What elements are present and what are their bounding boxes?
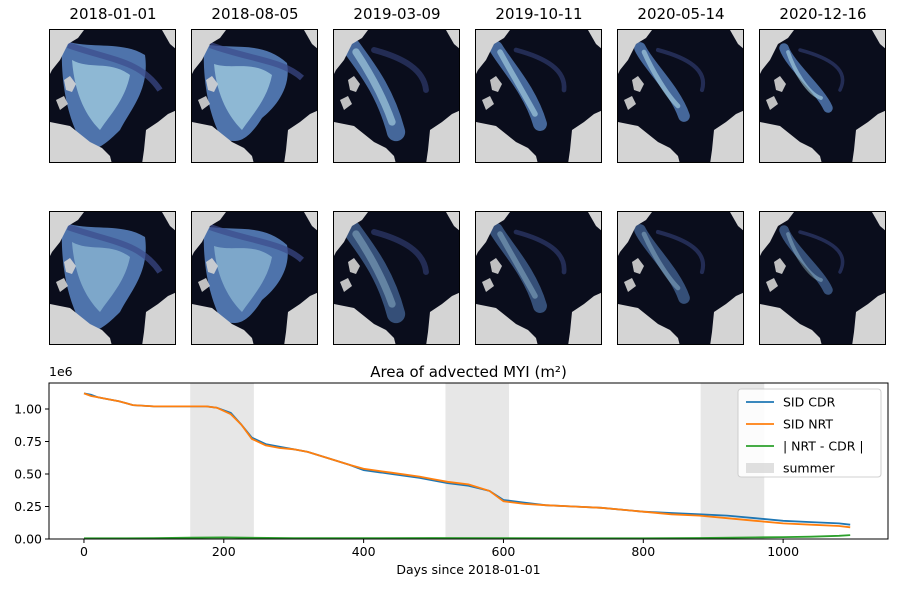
y-tick-label: 0.50 <box>14 467 42 482</box>
x-tick-label: 200 <box>212 544 236 559</box>
plot-frame <box>48 382 889 540</box>
panel-date-title: 2020-12-16 <box>779 5 867 23</box>
x-tick-label: 800 <box>631 544 655 559</box>
legend-swatch <box>746 463 774 473</box>
sea-ice-map-panel <box>617 211 744 345</box>
legend-label: SID NRT <box>783 417 833 432</box>
y-scale-label: 1e6 <box>49 364 73 379</box>
panel-date-title: 2019-03-09 <box>353 5 441 23</box>
sea-ice-map-panel <box>475 29 602 163</box>
sea-ice-map-panel <box>49 29 176 163</box>
sea-ice-map-panel <box>759 29 886 163</box>
panel-date-title: 2019-10-11 <box>495 5 583 23</box>
sea-ice-map-panel <box>333 29 460 163</box>
x-tick-label: 400 <box>352 544 376 559</box>
x-tick-label: 600 <box>492 544 516 559</box>
sea-ice-map-panel <box>475 211 602 345</box>
legend-label: SID CDR <box>783 395 836 410</box>
myi-area-chart: 0 200 400 600 800 1000 0.00 0.25 0.50 0.75 1.00 1e6… <box>14 363 889 577</box>
legend-box <box>737 388 882 478</box>
sea-ice-map-panel <box>191 29 318 163</box>
legend-label: summer <box>783 461 835 476</box>
x-axis-label: Days since 2018-01-01 <box>396 562 540 577</box>
y-tick-label: 1.00 <box>14 402 42 417</box>
x-tick-label: 0 <box>80 544 88 559</box>
panel-date-title: 2018-01-01 <box>69 5 157 23</box>
y-tick-label: 0.00 <box>14 532 42 547</box>
chart-title: Area of advected MYI (m²) <box>370 363 567 381</box>
series-line <box>83 534 851 540</box>
y-tick-label: 0.75 <box>14 434 42 449</box>
sea-ice-map-panel <box>49 211 176 345</box>
sea-ice-map-panel <box>191 211 318 345</box>
panel-date-title: 2020-05-14 <box>637 5 725 23</box>
x-tick-label: 1000 <box>767 544 799 559</box>
panel-date-title: 2018-08-05 <box>211 5 299 23</box>
summer-span <box>445 383 510 539</box>
y-tick-label: 0.25 <box>14 499 42 514</box>
legend-label: | NRT - CDR | <box>783 439 864 454</box>
sea-ice-map-panel <box>759 211 886 345</box>
series-line <box>83 392 851 529</box>
sea-ice-map-panel <box>333 211 460 345</box>
sea-ice-map-panel <box>617 29 744 163</box>
